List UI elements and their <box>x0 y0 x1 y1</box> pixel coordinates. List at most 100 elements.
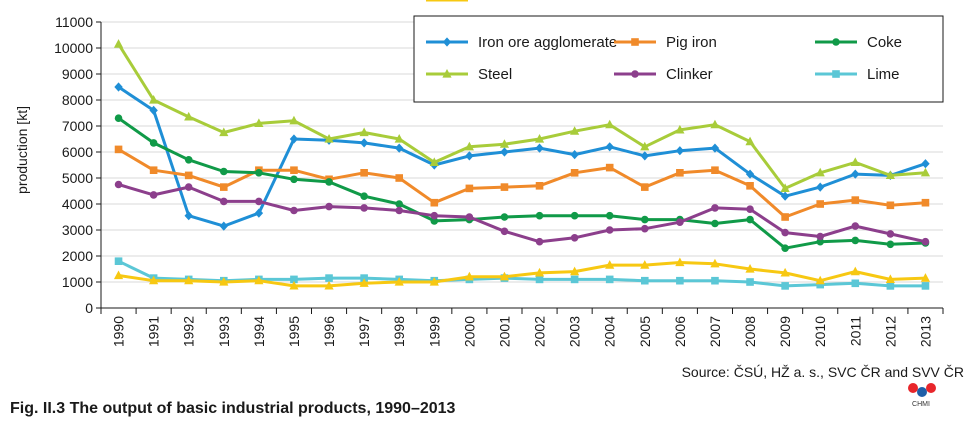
data-point-glass <box>570 266 580 276</box>
data-point-lime <box>816 280 825 289</box>
x-tick-label: 1990 <box>111 316 127 347</box>
data-point-clinker <box>605 226 614 234</box>
data-point-pig-iron <box>886 201 895 210</box>
data-point-steel <box>464 141 474 151</box>
series-steel <box>113 39 931 192</box>
x-tick-label: 2013 <box>917 316 933 347</box>
data-point-steel <box>254 118 264 127</box>
data-point-steel <box>219 127 229 137</box>
series-glass <box>113 257 931 290</box>
y-axis-label: production [kt] <box>14 106 30 194</box>
y-tick-label: 5000 <box>62 170 93 186</box>
data-point-lime <box>921 282 930 290</box>
legend-box <box>413 15 944 103</box>
x-tick-label: 2007 <box>707 316 723 347</box>
data-point-pig-iron <box>570 169 579 177</box>
data-point-steel <box>745 136 755 146</box>
data-point-clinker <box>500 227 509 236</box>
data-point-steel <box>885 170 895 179</box>
legend-marker <box>631 38 639 46</box>
data-point-steel <box>815 167 825 177</box>
legend-item-clinker: Clinker <box>614 66 713 83</box>
data-point-steel <box>149 95 159 104</box>
data-point-pig-iron <box>430 198 439 207</box>
x-tick-label: 1998 <box>391 316 407 347</box>
data-point-pig-iron <box>781 213 789 221</box>
data-point-steel <box>394 134 404 143</box>
data-point-steel <box>640 141 650 151</box>
x-tick-label: 1999 <box>426 316 442 347</box>
data-point-steel <box>289 115 299 125</box>
series-layer <box>113 39 931 290</box>
data-point-lime <box>640 276 649 285</box>
figure-caption: Fig. II.3 The output of basic industrial… <box>10 400 456 417</box>
legend-item-lime: Lime <box>815 66 900 83</box>
data-point-glass <box>113 270 124 280</box>
data-point-iron-ore-agglomerate <box>710 143 720 153</box>
data-point-glass <box>850 266 860 276</box>
data-point-coke <box>290 175 298 184</box>
data-point-iron-ore-agglomerate <box>780 191 790 201</box>
x-tick-label: 1992 <box>181 316 197 347</box>
data-point-pig-iron <box>290 166 298 174</box>
data-point-lime <box>605 275 614 284</box>
legend-marker <box>832 38 840 46</box>
data-point-clinker <box>535 237 544 246</box>
data-point-coke <box>395 200 404 208</box>
series-line-clinker <box>118 183 926 244</box>
legend-item-iron-ore-agglomerate: Iron ore agglomerate <box>426 34 617 51</box>
y-tick-label: 9000 <box>62 66 93 82</box>
legend-label: Coke <box>867 34 902 51</box>
data-point-clinker <box>781 228 789 237</box>
data-point-pig-iron <box>219 183 228 191</box>
x-tick-label: 2001 <box>496 316 512 347</box>
data-point-coke <box>360 192 368 200</box>
y-tick-label: 3000 <box>62 222 93 238</box>
data-point-glass <box>745 264 755 273</box>
data-point-clinker <box>851 222 860 230</box>
data-point-iron-ore-agglomerate <box>921 159 930 169</box>
data-point-pig-iron <box>676 169 684 177</box>
x-tick-label: 1994 <box>251 316 267 347</box>
data-point-iron-ore-agglomerate <box>605 142 614 152</box>
data-point-pig-iron <box>921 198 930 207</box>
data-point-pig-iron <box>746 182 754 190</box>
data-point-clinker <box>465 213 474 221</box>
data-point-coke <box>570 211 579 220</box>
legend-item-steel: Steel <box>426 66 512 83</box>
legend-marker <box>442 69 452 78</box>
data-point-pig-iron <box>535 182 544 190</box>
legend-item-glass: Glass <box>426 0 516 4</box>
y-tick-label: 11000 <box>55 14 93 30</box>
legend-label: Pig iron <box>666 34 717 51</box>
data-point-clinker <box>184 183 193 191</box>
data-point-lime <box>746 278 754 286</box>
x-tick-label: 2011 <box>847 316 863 346</box>
data-point-iron-ore-agglomerate <box>640 151 649 161</box>
data-point-steel <box>710 119 720 129</box>
data-point-pig-iron <box>184 171 193 180</box>
data-point-iron-ore-agglomerate <box>149 105 158 115</box>
data-point-coke <box>605 211 614 220</box>
x-tick-label: 1996 <box>321 316 337 347</box>
data-point-coke <box>219 167 228 176</box>
data-point-lime <box>535 275 544 284</box>
chmi-logo: CHMI <box>906 382 944 412</box>
data-point-steel <box>920 167 931 177</box>
data-point-iron-ore-agglomerate <box>289 134 299 144</box>
legend-item-pig-iron: Pig iron <box>614 34 717 51</box>
series-line-steel <box>117 43 926 190</box>
data-point-glass <box>289 280 299 290</box>
x-tick-label: 1993 <box>216 316 232 347</box>
data-point-lime <box>851 279 860 288</box>
data-point-glass <box>780 267 790 277</box>
data-point-clinker <box>360 204 368 212</box>
data-point-glass <box>815 275 825 285</box>
data-point-lime <box>781 282 789 290</box>
series-line-glass <box>118 261 926 288</box>
data-point-lime <box>570 275 579 284</box>
x-tick-label: 2000 <box>461 316 477 347</box>
data-point-pig-iron <box>640 183 649 191</box>
data-point-coke <box>781 244 789 252</box>
